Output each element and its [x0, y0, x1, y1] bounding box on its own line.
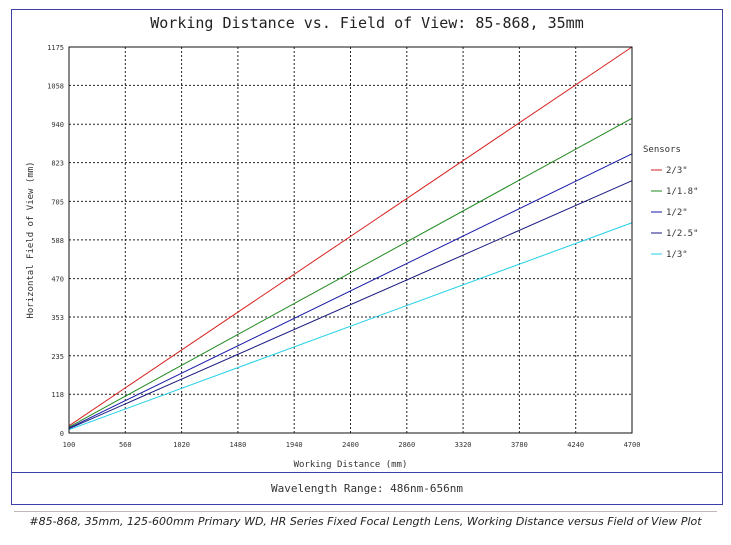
x-tick-label: 1480 — [229, 441, 246, 449]
series-line-1 — [68, 46, 633, 427]
legend: Sensors 2/3" 1/1.8" 1/2" 1/2.5" 1/3" — [643, 145, 699, 260]
plot-area — [68, 46, 633, 434]
y-tick-label: 353 — [51, 314, 64, 322]
caption-divider — [14, 511, 717, 512]
y-tick-label: 235 — [51, 353, 64, 361]
legend-entry: 1/1.8" — [666, 187, 699, 197]
x-tick-label: 100 — [63, 441, 76, 449]
legend-entry: 1/3" — [666, 250, 688, 260]
y-tick-label: 1175 — [47, 44, 64, 52]
series-line-4 — [68, 180, 633, 430]
y-axis-label: Horizontal Field of View (mm) — [26, 161, 36, 318]
footer-box — [11, 472, 723, 505]
axes: 100 560 1020 1480 1940 2400 2860 3320 3780 4240 47… — [26, 44, 640, 470]
x-tick-label: 2860 — [398, 441, 415, 449]
x-axis-label: Working Distance (mm) — [294, 460, 408, 470]
figure-caption: #85-868, 35mm, 125-600mm Primary WD, HR … — [29, 515, 702, 528]
y-tick-label: 118 — [51, 391, 64, 399]
x-tick-label: 4700 — [624, 441, 641, 449]
y-tick-label: 823 — [51, 160, 64, 168]
x-tick-label: 3320 — [455, 441, 472, 449]
y-tick-label: 705 — [51, 198, 64, 206]
x-tick-label: 1020 — [173, 441, 190, 449]
y-tick-label: 0 — [60, 430, 64, 438]
x-tick-label: 4240 — [567, 441, 584, 449]
series-line-5 — [68, 222, 633, 431]
y-tick-label: 1058 — [47, 82, 64, 90]
y-tick-label: 940 — [51, 121, 64, 129]
legend-entry: 1/2.5" — [666, 229, 699, 239]
chart-frame — [11, 9, 723, 505]
series-line-3 — [68, 153, 633, 429]
legend-entry: 1/2" — [666, 208, 688, 218]
x-tick-label: 3780 — [511, 441, 528, 449]
series-lines — [68, 46, 633, 431]
x-tick-label: 1940 — [286, 441, 303, 449]
legend-entry: 2/3" — [666, 166, 688, 176]
chart-title: Working Distance vs. Field of View: 85-8… — [150, 14, 583, 32]
y-tick-label: 588 — [51, 237, 64, 245]
wavelength-range: Wavelength Range: 486nm-656nm — [270, 482, 464, 495]
y-tick-label: 470 — [51, 276, 64, 284]
series-line-2 — [68, 117, 633, 428]
chart: Working Distance vs. Field of View: 85-8… — [26, 14, 699, 470]
x-tick-label: 560 — [119, 441, 132, 449]
legend-title: Sensors — [643, 145, 681, 155]
x-tick-label: 2400 — [342, 441, 359, 449]
grid — [69, 47, 632, 433]
